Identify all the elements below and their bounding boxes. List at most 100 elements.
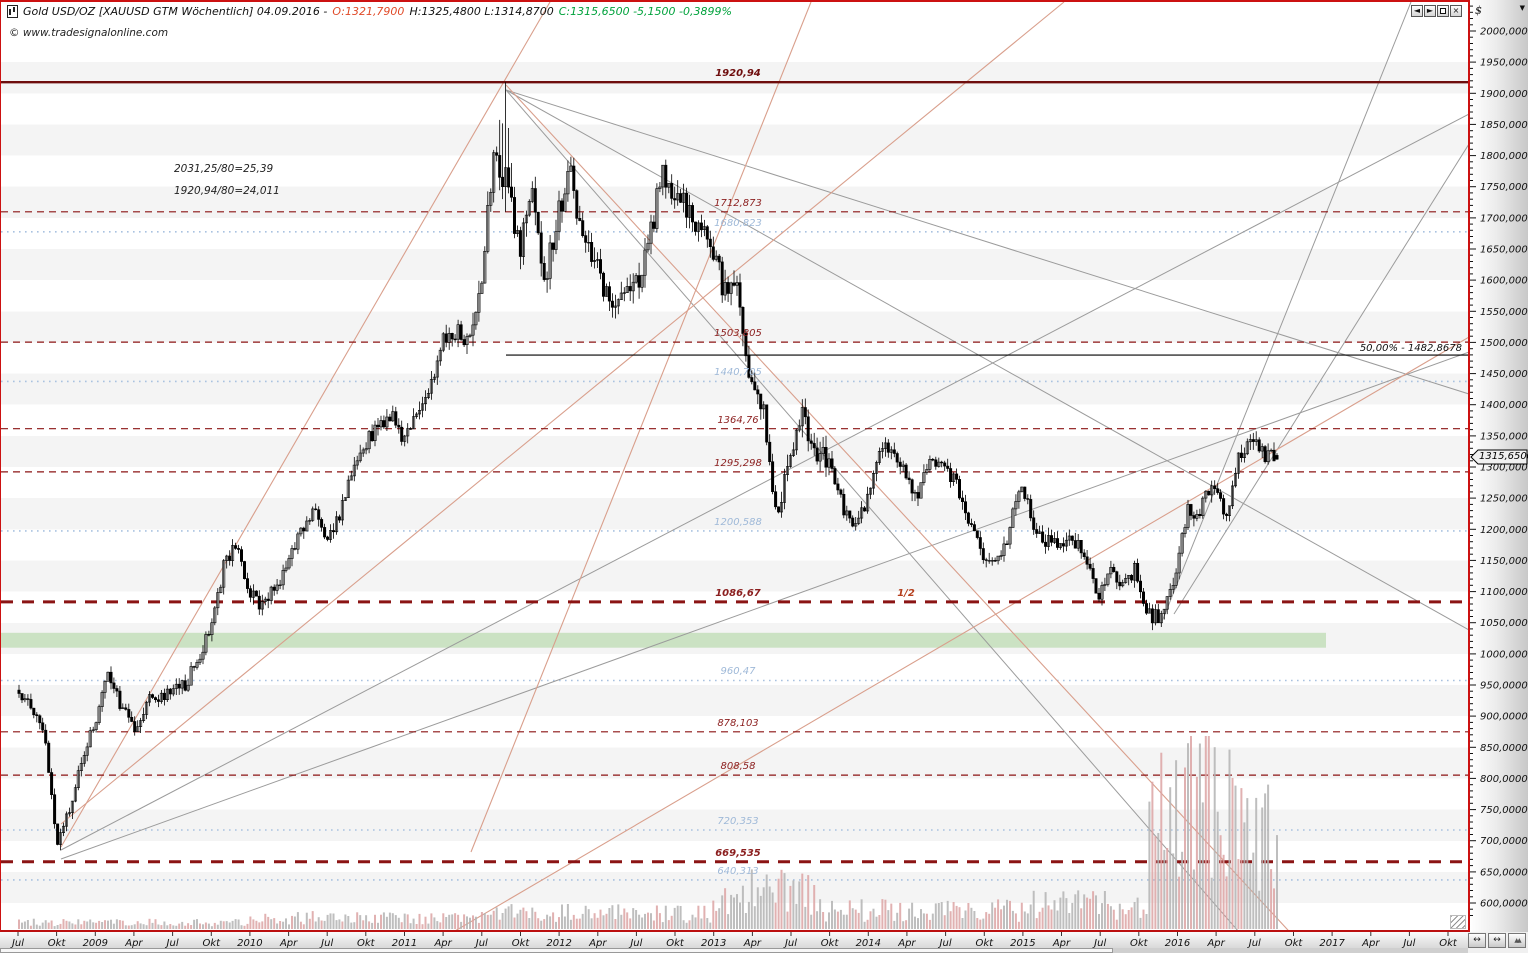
- forward-icon: ►: [1426, 6, 1434, 15]
- svg-text:600,0000: 600,0000: [1480, 899, 1528, 910]
- expand-horizontal-button[interactable]: ↔: [1468, 933, 1486, 948]
- svg-text:Okt: Okt: [357, 938, 376, 948]
- svg-text:1400,0000: 1400,0000: [1480, 400, 1528, 411]
- svg-text:Jul: Jul: [938, 938, 952, 948]
- time-axis-ticks: Jul Okt 2009 Apr Jul Okt 2010 Apr Jul Okt 2011 Apr J…: [10, 932, 1458, 949]
- svg-text:2016: 2016: [1165, 938, 1190, 948]
- svg-text:Apr: Apr: [1361, 938, 1380, 948]
- svg-text:800,0000: 800,0000: [1480, 774, 1528, 785]
- svg-text:Okt: Okt: [666, 938, 685, 948]
- restore-icon: [1440, 8, 1446, 14]
- svg-text:2010: 2010: [237, 938, 262, 948]
- svg-text:2000,0000: 2000,0000: [1480, 27, 1528, 38]
- svg-text:1700,0000: 1700,0000: [1480, 213, 1528, 224]
- svg-text:1850,0000: 1850,0000: [1480, 120, 1528, 131]
- fib-annotations: 2031,25/80=25,39 1920,94/80=24,011: [174, 158, 280, 202]
- svg-text:1450,0000: 1450,0000: [1480, 369, 1528, 380]
- plot-area[interactable]: 1920,94 1712,873 1503,805 1364,76 1295,298 10…: [0, 0, 1468, 932]
- back-icon: ◄: [1413, 6, 1421, 15]
- svg-text:1500,0000: 1500,0000: [1480, 338, 1528, 349]
- svg-text:1250,0000: 1250,0000: [1480, 494, 1528, 505]
- green-zone: [1, 632, 1326, 648]
- current-price-tag: 1315,6500: [1479, 451, 1528, 462]
- axis-dropdown-icon[interactable]: ▼: [1519, 4, 1525, 12]
- currency-label: $: [1475, 4, 1482, 17]
- forward-button[interactable]: ►: [1424, 5, 1436, 17]
- svg-text:Okt: Okt: [1439, 938, 1458, 948]
- svg-text:1150,0000: 1150,0000: [1480, 556, 1528, 567]
- price-axis-ticks: 2000,0000 1950,0000 1900,0000 1850,0000 1800…: [1470, 5, 1528, 916]
- svg-text:900,0000: 900,0000: [1480, 712, 1528, 723]
- blue-dotted-levels: [1, 231, 1468, 881]
- zoom-fit-button[interactable]: ▲▲: [1508, 933, 1526, 948]
- close-button[interactable]: ×: [1450, 5, 1462, 17]
- chart-window-icon: [7, 5, 18, 18]
- svg-text:Okt: Okt: [512, 938, 531, 948]
- svg-text:Apr: Apr: [897, 938, 916, 948]
- svg-text:Jul: Jul: [319, 938, 333, 948]
- svg-text:Jul: Jul: [1247, 938, 1261, 948]
- svg-text:1200,0000: 1200,0000: [1480, 525, 1528, 536]
- svg-text:1900,0000: 1900,0000: [1480, 89, 1528, 100]
- red-dashed-levels: [1, 211, 1468, 864]
- fifty-percent-label: 50,00% - 1482,8678: [1359, 343, 1462, 354]
- svg-text:1100,0000: 1100,0000: [1480, 587, 1528, 598]
- svg-text:1750,0000: 1750,0000: [1480, 182, 1528, 193]
- gray-trendlines: [60, 2, 1468, 930]
- svg-text:1300,0000: 1300,0000: [1480, 463, 1528, 474]
- svg-text:Jul: Jul: [1092, 938, 1106, 948]
- svg-text:Jul: Jul: [10, 938, 24, 948]
- svg-text:2012: 2012: [546, 938, 571, 948]
- resize-grip[interactable]: [1450, 915, 1466, 929]
- back-button[interactable]: ◄: [1411, 5, 1423, 17]
- title-open: O:1321,7900: [332, 5, 405, 18]
- svg-text:Jul: Jul: [628, 938, 642, 948]
- svg-text:950,0000: 950,0000: [1480, 681, 1528, 692]
- restore-button[interactable]: [1437, 5, 1449, 17]
- svg-text:650,0000: 650,0000: [1480, 867, 1528, 878]
- close-icon: ×: [1452, 6, 1460, 15]
- svg-text:850,0000: 850,0000: [1480, 743, 1528, 754]
- horizontal-scrollbar[interactable]: [0, 948, 1468, 953]
- time-axis[interactable]: Jul Okt 2009 Apr Jul Okt 2010 Apr Jul Okt 2011 Apr J…: [0, 932, 1468, 949]
- svg-text:Okt: Okt: [821, 938, 840, 948]
- title-instrument: Gold USD/OZ [XAUUSD GTM Wöchentlich] 04.…: [23, 5, 328, 18]
- svg-text:2015: 2015: [1010, 938, 1035, 948]
- chart-canvas: [1, 2, 1468, 930]
- fib-annotation-1: 2031,25/80=25,39: [174, 163, 274, 175]
- svg-text:Okt: Okt: [48, 938, 67, 948]
- salmon-trendlines: [60, 2, 1468, 930]
- svg-text:Apr: Apr: [743, 938, 762, 948]
- svg-text:700,0000: 700,0000: [1480, 836, 1528, 847]
- svg-text:1600,0000: 1600,0000: [1480, 276, 1528, 287]
- volume-bars: [18, 736, 1278, 929]
- svg-text:1550,0000: 1550,0000: [1480, 307, 1528, 318]
- candlesticks: [17, 82, 1279, 851]
- svg-text:2009: 2009: [83, 938, 108, 948]
- price-axis[interactable]: 2000,0000 1950,0000 1900,0000 1850,0000 1800…: [1468, 0, 1528, 932]
- zoom-fit-icon: ▲▲: [1514, 936, 1521, 944]
- svg-text:Okt: Okt: [1130, 938, 1149, 948]
- svg-text:Jul: Jul: [474, 938, 488, 948]
- expand-horizontal-icon: ↔: [1473, 935, 1481, 945]
- svg-text:1350,0000: 1350,0000: [1480, 431, 1528, 442]
- svg-text:Okt: Okt: [1285, 938, 1304, 948]
- window-controls: ◄ ► ×: [1411, 5, 1462, 17]
- fib-annotation-2: 1920,94/80=24,011: [174, 185, 280, 197]
- svg-text:Jul: Jul: [165, 938, 179, 948]
- svg-text:Apr: Apr: [279, 938, 298, 948]
- svg-text:1650,0000: 1650,0000: [1480, 245, 1528, 256]
- fit-horizontal-icon: ↔: [1493, 935, 1501, 945]
- chart-title: Gold USD/OZ [XAUUSD GTM Wöchentlich] 04.…: [7, 5, 732, 18]
- svg-text:2017: 2017: [1319, 938, 1345, 948]
- svg-text:Okt: Okt: [976, 938, 995, 948]
- bottom-corner-toolbar: ↔ ↔ ▲▲: [1468, 932, 1528, 953]
- fit-horizontal-button[interactable]: ↔: [1488, 933, 1506, 948]
- watermark: © www.tradesignalonline.com: [9, 27, 169, 39]
- svg-text:Okt: Okt: [203, 938, 222, 948]
- svg-text:1950,0000: 1950,0000: [1480, 58, 1528, 69]
- title-close: C:1315,6500 -5,1500 -0,3899%: [558, 5, 732, 18]
- scrollbar-thumb[interactable]: [0, 948, 1113, 953]
- svg-text:2013: 2013: [701, 938, 726, 948]
